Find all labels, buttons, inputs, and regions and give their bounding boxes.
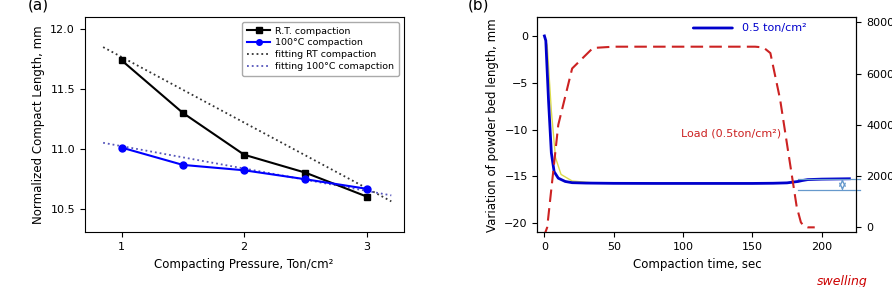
Y-axis label: Variation of powder bed length, mm: Variation of powder bed length, mm	[486, 18, 499, 232]
Legend: R.T. compaction, 100°C compaction, fitting RT compaction, fitting 100°C comapcti: R.T. compaction, 100°C compaction, fitti…	[242, 22, 399, 76]
Text: swelling: swelling	[817, 275, 868, 287]
Text: Load (0.5ton/cm²): Load (0.5ton/cm²)	[681, 129, 781, 138]
X-axis label: Compacting Pressure, Ton/cm²: Compacting Pressure, Ton/cm²	[154, 258, 334, 271]
Y-axis label: Normalized Compact Length, mm: Normalized Compact Length, mm	[32, 26, 45, 224]
Text: 0.5 ton/cm²: 0.5 ton/cm²	[741, 23, 806, 33]
X-axis label: Compaction time, sec: Compaction time, sec	[632, 258, 761, 271]
Text: (a): (a)	[28, 0, 48, 13]
Text: (b): (b)	[467, 0, 489, 13]
